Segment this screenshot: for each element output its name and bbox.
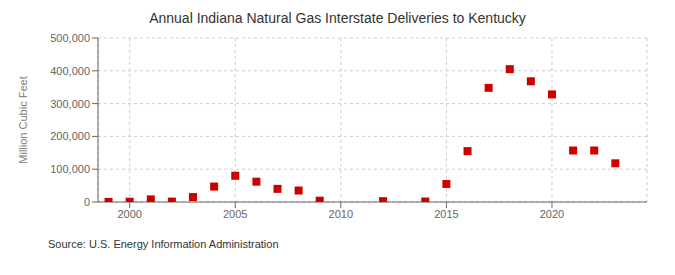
svg-text:Million Cubic Feet: Million Cubic Feet	[17, 76, 29, 163]
svg-text:300,000: 300,000	[50, 98, 90, 110]
svg-text:200,000: 200,000	[50, 130, 90, 142]
html-text:Source: U.S. Energy Informatio: Source: U.S. Energy Information Administ…	[48, 238, 279, 250]
svg-text:2015: 2015	[434, 208, 458, 220]
svg-text:400,000: 400,000	[50, 65, 90, 77]
svg-text:2005: 2005	[223, 208, 247, 220]
svg-text:100,000: 100,000	[50, 163, 90, 175]
svg-text:500,000: 500,000	[50, 32, 90, 44]
svg-text:2020: 2020	[540, 208, 564, 220]
svg-text:0: 0	[84, 196, 90, 208]
svg-text:2000: 2000	[117, 208, 141, 220]
html-text:Annual Indiana Natural Gas Int: Annual Indiana Natural Gas Interstate De…	[149, 10, 526, 26]
svg-text:2010: 2010	[329, 208, 353, 220]
